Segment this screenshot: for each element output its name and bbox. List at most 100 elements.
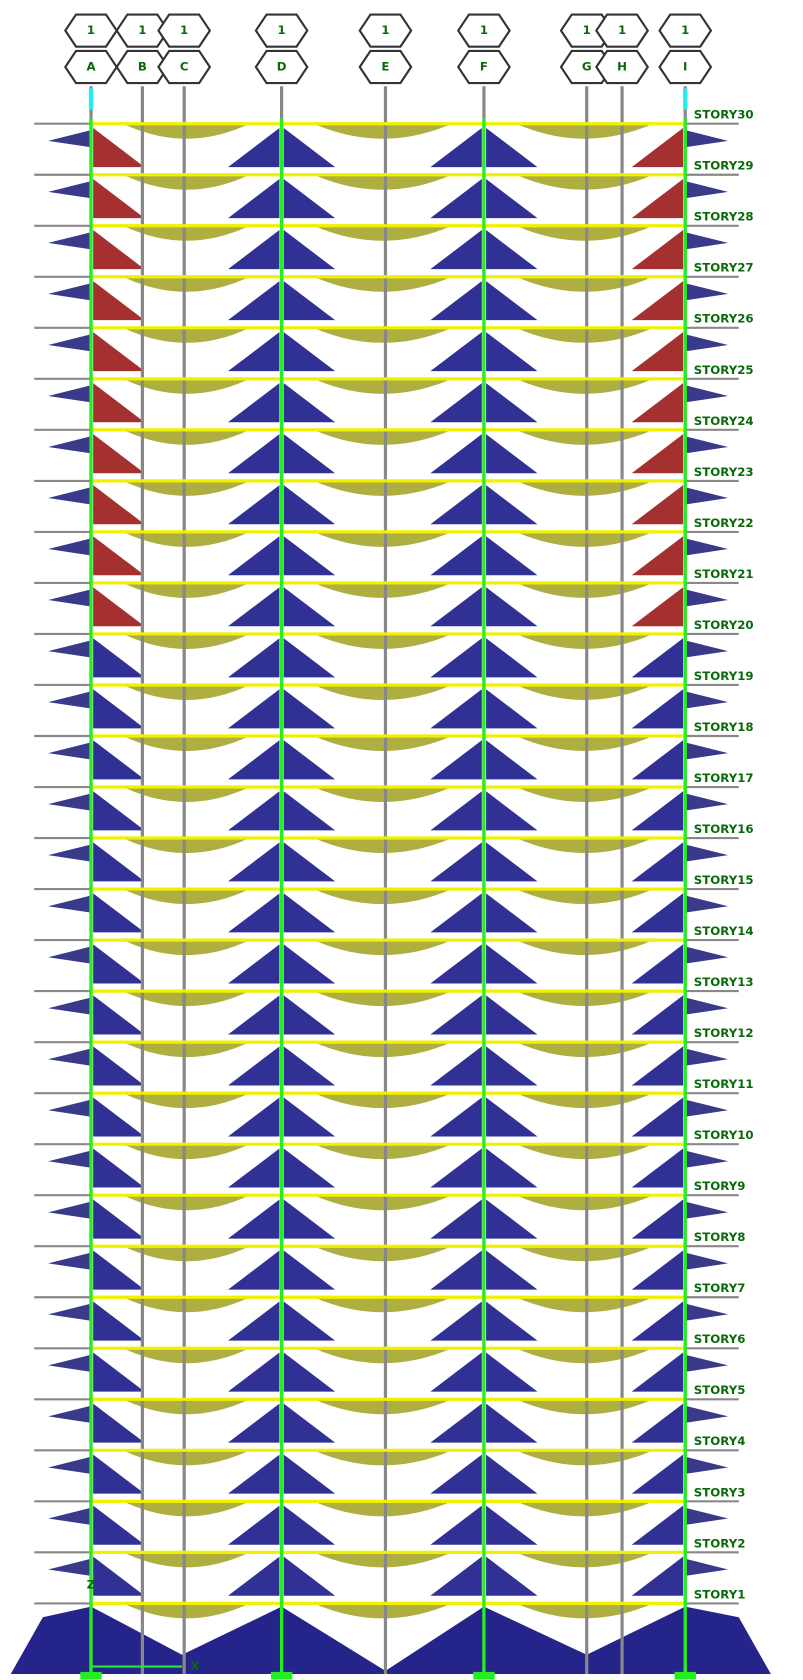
beam-moment xyxy=(314,328,452,343)
story-label: STORY20 xyxy=(694,618,754,632)
cantilever xyxy=(685,1457,728,1474)
beam-moment xyxy=(516,226,653,241)
beam-moment xyxy=(314,583,452,598)
moment-shape xyxy=(93,536,144,575)
moment-shape xyxy=(228,1148,279,1187)
moment-shape xyxy=(632,332,683,371)
cantilever xyxy=(685,844,728,861)
moment-shape xyxy=(486,485,537,524)
moment-shape xyxy=(284,893,335,932)
cantilever xyxy=(48,947,91,964)
bubble-top: 1 xyxy=(138,23,146,37)
moment-shape xyxy=(228,740,279,779)
moment-shape xyxy=(284,434,335,473)
story-label: STORY28 xyxy=(694,210,754,224)
moment-shape xyxy=(486,128,537,167)
moment-shape xyxy=(632,638,683,677)
moment-shape xyxy=(632,1046,683,1085)
moment-shape xyxy=(486,893,537,932)
moment-shape xyxy=(486,1148,537,1187)
cantilever xyxy=(685,1355,728,1372)
moment-shape xyxy=(228,1506,279,1545)
moment-shape xyxy=(284,1148,335,1187)
story-label: STORY21 xyxy=(694,567,754,581)
story-label: STORY26 xyxy=(694,312,754,326)
beam-moment xyxy=(516,787,653,802)
moment-shape xyxy=(430,230,481,269)
cantilever xyxy=(48,487,91,504)
beam-moment xyxy=(516,430,653,445)
cantilever xyxy=(685,283,728,300)
moment-shape xyxy=(284,1557,335,1596)
moment-shape xyxy=(486,1455,537,1494)
cantilever xyxy=(685,487,728,504)
beam-moment xyxy=(516,634,653,649)
moment-shape xyxy=(284,1506,335,1545)
bubble-bottom: F xyxy=(480,59,488,73)
story-label: STORY14 xyxy=(694,924,754,938)
beam-moment xyxy=(314,379,452,394)
moment-shape xyxy=(228,1353,279,1392)
moment-shape xyxy=(430,179,481,218)
moment-shape xyxy=(284,1455,335,1494)
moment-shape xyxy=(632,1199,683,1238)
moment-shape xyxy=(430,995,481,1034)
beam-moment xyxy=(516,838,653,853)
beam-moment xyxy=(314,1450,452,1465)
beam-moment xyxy=(516,889,653,904)
moment-shape xyxy=(486,1251,537,1290)
moment-shape xyxy=(284,1302,335,1341)
moment-shape xyxy=(486,1353,537,1392)
cantilever xyxy=(48,742,91,759)
cantilever xyxy=(685,1049,728,1066)
moment-shape xyxy=(93,179,144,218)
beam-moment xyxy=(516,1450,653,1465)
moment-shape xyxy=(430,587,481,626)
moment-shape xyxy=(430,1251,481,1290)
story-label: STORY9 xyxy=(694,1179,746,1193)
cantilever xyxy=(685,1559,728,1576)
beam-moment xyxy=(314,277,452,292)
story-label: STORY11 xyxy=(694,1077,754,1091)
moment-shape xyxy=(93,1557,144,1596)
moment-shape xyxy=(632,434,683,473)
bubble-bottom: D xyxy=(277,59,287,73)
beam-moment xyxy=(314,838,452,853)
moment-shape xyxy=(486,281,537,320)
moment-shape xyxy=(284,1404,335,1443)
cantilever xyxy=(685,947,728,964)
moment-shape xyxy=(228,587,279,626)
moment-shape xyxy=(486,1302,537,1341)
bubble-top: 1 xyxy=(277,23,285,37)
bubble-bottom: C xyxy=(180,59,189,73)
story-label: STORY13 xyxy=(694,975,754,989)
moment-shape xyxy=(486,179,537,218)
moment-shape xyxy=(93,1097,144,1136)
moment-shape xyxy=(430,1353,481,1392)
beam-moment xyxy=(314,634,452,649)
moment-shape xyxy=(228,893,279,932)
moment-shape xyxy=(228,1404,279,1443)
cantilever xyxy=(48,1202,91,1219)
moment-shape xyxy=(430,740,481,779)
moment-shape xyxy=(430,1455,481,1494)
beam-moment xyxy=(516,1348,653,1363)
beam-moment xyxy=(516,1399,653,1414)
story-label: STORY30 xyxy=(694,108,754,122)
beam-moment xyxy=(516,1501,653,1516)
beam-moment xyxy=(516,328,653,343)
cantilever xyxy=(48,998,91,1015)
moment-shape xyxy=(632,842,683,881)
moment-shape xyxy=(228,281,279,320)
beam-moment xyxy=(314,1348,452,1363)
beam-moment xyxy=(516,1552,653,1567)
moment-shape xyxy=(228,1455,279,1494)
moment-shape xyxy=(228,485,279,524)
beam-moment xyxy=(314,1552,452,1567)
cantilever xyxy=(48,1406,91,1423)
story-label: STORY15 xyxy=(694,873,754,887)
moment-shape xyxy=(486,1404,537,1443)
moment-shape xyxy=(486,944,537,983)
moment-shape xyxy=(632,179,683,218)
cantilever xyxy=(48,181,91,198)
